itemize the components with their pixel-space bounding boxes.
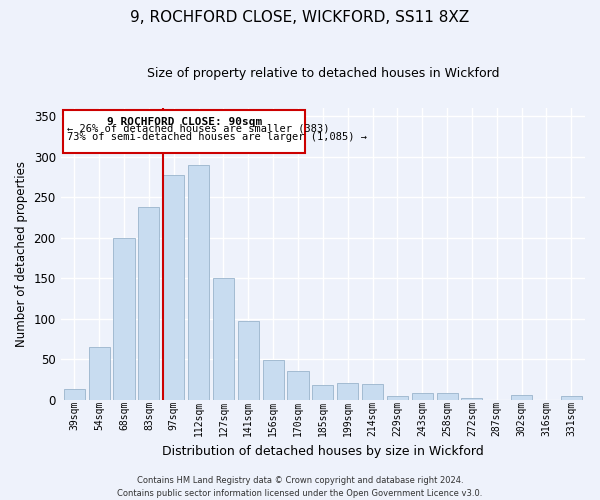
Bar xyxy=(461,398,482,400)
Bar xyxy=(312,385,334,400)
Bar xyxy=(561,396,582,400)
Bar xyxy=(387,396,408,400)
FancyBboxPatch shape xyxy=(63,110,305,152)
Bar xyxy=(287,371,308,400)
X-axis label: Distribution of detached houses by size in Wickford: Distribution of detached houses by size … xyxy=(162,444,484,458)
Text: ← 26% of detached houses are smaller (383): ← 26% of detached houses are smaller (38… xyxy=(67,124,329,134)
Text: Contains HM Land Registry data © Crown copyright and database right 2024.
Contai: Contains HM Land Registry data © Crown c… xyxy=(118,476,482,498)
Y-axis label: Number of detached properties: Number of detached properties xyxy=(15,161,28,347)
Bar xyxy=(437,393,458,400)
Bar xyxy=(412,393,433,400)
Bar xyxy=(188,164,209,400)
Bar xyxy=(139,207,160,400)
Bar xyxy=(337,384,358,400)
Bar xyxy=(89,347,110,400)
Text: 9, ROCHFORD CLOSE, WICKFORD, SS11 8XZ: 9, ROCHFORD CLOSE, WICKFORD, SS11 8XZ xyxy=(130,10,470,25)
Bar xyxy=(64,389,85,400)
Bar xyxy=(213,278,234,400)
Bar xyxy=(263,360,284,400)
Bar xyxy=(362,384,383,400)
Bar xyxy=(113,238,134,400)
Bar xyxy=(238,321,259,400)
Text: 9 ROCHFORD CLOSE: 90sqm: 9 ROCHFORD CLOSE: 90sqm xyxy=(107,117,262,127)
Bar xyxy=(511,396,532,400)
Text: 73% of semi-detached houses are larger (1,085) →: 73% of semi-detached houses are larger (… xyxy=(67,132,367,142)
Bar xyxy=(163,176,184,400)
Title: Size of property relative to detached houses in Wickford: Size of property relative to detached ho… xyxy=(146,68,499,80)
